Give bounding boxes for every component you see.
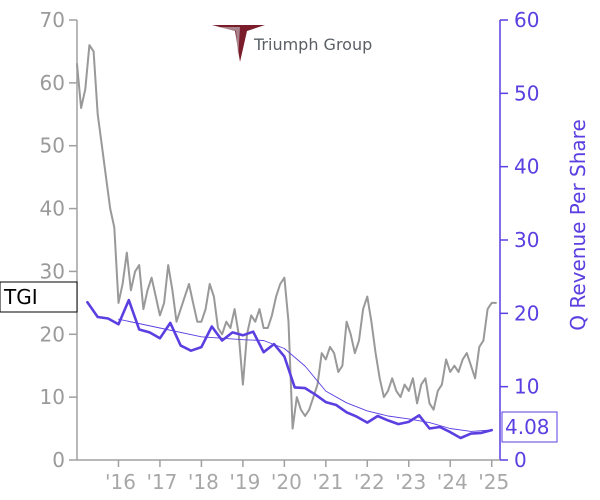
left-tick-label: 60: [40, 71, 65, 95]
x-tick-label: '20: [271, 470, 302, 494]
last-value-label: 4.08: [501, 411, 558, 443]
left-tick-label: 10: [40, 385, 65, 409]
last-value-text: 4.08: [505, 415, 550, 439]
left-axis-ticks: 0 10 20 30 40 50 60 70: [40, 8, 77, 472]
x-tick-label: '18: [188, 470, 219, 494]
left-tick-label: 30: [40, 259, 65, 283]
x-tick-label: '17: [146, 470, 177, 494]
left-axis: 0 10 20 30 40 50 60 70: [40, 8, 78, 472]
last-value-box: [501, 411, 558, 443]
ticker-label: TGI: [0, 281, 78, 313]
x-tick-label: '22: [354, 470, 385, 494]
left-tick-label: 40: [40, 197, 65, 221]
left-tick-label: 70: [40, 8, 65, 32]
trend-line: [118, 318, 493, 432]
left-tick-label: 20: [40, 322, 65, 346]
right-axis-title: Q Revenue Per Share: [566, 119, 590, 331]
right-axis: 0 10 20 30 40 50 60 Q Revenue Per Share: [499, 8, 590, 472]
triumph-arrowhead-shadow: [217, 27, 240, 58]
x-axis-ticks: '16 '17 '18 '19 '20 '21 '22 '23 '24 '25: [105, 460, 509, 494]
right-tick-label: 30: [514, 228, 539, 252]
ticker-text: TGI: [3, 285, 38, 309]
right-tick-label: 10: [514, 375, 539, 399]
x-tick-label: '23: [395, 470, 426, 494]
right-axis-ticks: 0 10 20 30 40 50 60: [500, 8, 539, 472]
right-tick-label: 60: [514, 8, 539, 32]
right-tick-label: 50: [514, 81, 539, 105]
right-tick-label: 20: [514, 301, 539, 325]
x-tick-label: '24: [437, 470, 468, 494]
x-tick-label: '21: [312, 470, 343, 494]
company-name: Triumph Group: [253, 35, 372, 54]
left-tick-label: 50: [40, 134, 65, 158]
price-line: [76, 44, 497, 430]
x-axis: '16 '17 '18 '19 '20 '21 '22 '23 '24 '25: [77, 459, 509, 494]
revenue-line: [86, 298, 493, 440]
company-logo: Triumph Group: [212, 25, 372, 62]
left-tick-label: 0: [52, 448, 65, 472]
right-tick-label: 0: [514, 448, 527, 472]
x-tick-label: '16: [105, 470, 136, 494]
right-tick-label: 40: [514, 155, 539, 179]
x-tick-label: '25: [478, 470, 509, 494]
ticker-box: [0, 281, 78, 313]
x-tick-label: '19: [229, 470, 260, 494]
series-layer: [76, 44, 497, 440]
